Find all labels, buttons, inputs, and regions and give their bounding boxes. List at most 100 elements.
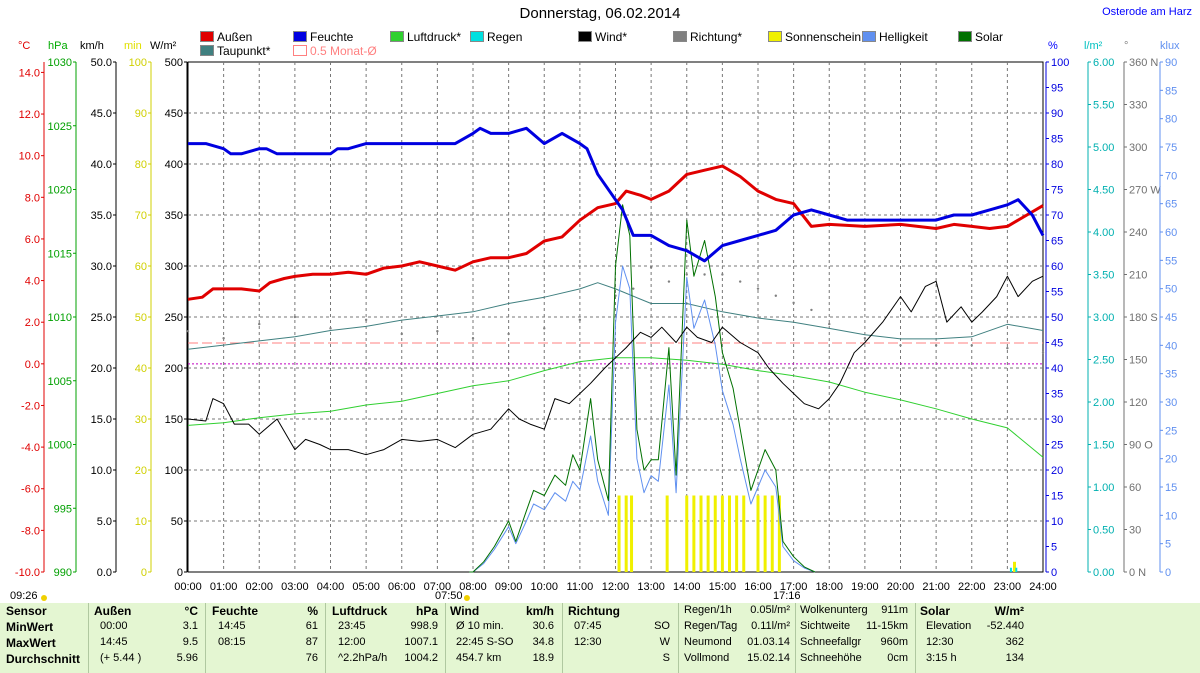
x-tick-label: 19:00 <box>851 581 879 593</box>
sunshine-bar <box>1013 561 1016 572</box>
tick-label-lux: 25 <box>1165 425 1177 437</box>
point-richtung <box>810 308 813 312</box>
legend-item[interactable]: Feuchte <box>293 30 353 44</box>
legend-swatch <box>293 31 307 42</box>
point-richtung <box>1006 346 1009 350</box>
tick-label-lux: 20 <box>1165 454 1177 466</box>
tick-label-lux: 80 <box>1165 114 1177 126</box>
summary-cell: 07:45 <box>574 620 602 632</box>
legend-item[interactable]: 0.5 Monat-Ø <box>293 44 377 58</box>
legend-item[interactable]: Helligkeit <box>862 30 928 44</box>
sunshine-bar <box>728 495 731 572</box>
summary-cell: Regen/Tag <box>684 620 738 632</box>
x-tick-label: 00:00 <box>174 581 202 593</box>
series-line-taupunkt <box>187 282 1044 350</box>
tick-label-rain: 5.50 <box>1093 100 1114 112</box>
tick-label-lux: 90 <box>1165 57 1177 69</box>
summary-cell: 14:45 <box>100 636 128 648</box>
legend-item[interactable]: Sonnenschein <box>768 30 861 44</box>
tick-label-humidity: 95 <box>1051 83 1063 95</box>
legend-item[interactable]: Wind* <box>578 30 627 44</box>
legend-item[interactable]: Regen <box>470 30 522 44</box>
point-richtung <box>828 322 831 326</box>
legend-label: Solar <box>975 30 1004 44</box>
tick-label-direction: 150 <box>1129 355 1147 367</box>
tick-label-rain: 1.50 <box>1093 440 1114 452</box>
sunshine-bar <box>777 495 781 572</box>
x-tick-label: 17:00 <box>780 581 808 593</box>
summary-cell: Richtung <box>568 604 620 618</box>
tick-label-pressure: 1000 <box>48 440 72 452</box>
tick-label-wind: 40.0 <box>91 159 112 171</box>
summary-cell: 18.9 <box>532 652 554 664</box>
tick-label-sun: 50 <box>135 312 147 324</box>
summary-cell: 134 <box>1005 652 1024 664</box>
tick-label-rain: 6.00 <box>1093 57 1114 69</box>
station-name[interactable]: Osterode am Harz <box>1102 6 1192 18</box>
point-richtung <box>436 329 439 333</box>
tick-label-solar: 50 <box>171 516 183 528</box>
tick-label-wind: 45.0 <box>91 108 112 120</box>
summary-cell: Ø 10 min. <box>456 620 504 632</box>
point-richtung <box>578 318 582 322</box>
tick-label-humidity: 55 <box>1051 287 1063 299</box>
tick-label-sun: 0 <box>141 567 147 579</box>
legend-item[interactable]: Außen <box>200 30 252 44</box>
legend-item[interactable]: Luftdruck* <box>390 30 461 44</box>
rain-bar <box>1015 567 1018 572</box>
series-line-auen <box>187 164 1044 301</box>
point-richtung <box>258 322 261 326</box>
tick-label-humidity: 30 <box>1051 414 1063 426</box>
legend-swatch <box>862 31 876 42</box>
tick-label-sun: 20 <box>135 465 147 477</box>
tick-label-humidity: 5 <box>1051 542 1057 554</box>
tick-label-humidity: 60 <box>1051 261 1063 273</box>
sunshine-bar <box>692 495 696 572</box>
tick-label-rain: 1.00 <box>1093 482 1114 494</box>
row-label-min: MinWert <box>6 620 54 634</box>
x-tick-label: 11:00 <box>567 581 594 593</box>
point-richtung <box>632 287 635 290</box>
tick-label-lux: 30 <box>1165 397 1177 409</box>
point-richtung <box>756 287 760 290</box>
x-tick-label: 08:00 <box>459 581 487 593</box>
legend-swatch <box>578 31 592 42</box>
tick-label-wind: 0.0 <box>97 567 112 579</box>
tick-label-humidity: 20 <box>1051 465 1063 477</box>
legend-item[interactable]: Solar <box>958 30 1003 44</box>
tick-label-solar: 150 <box>165 414 183 426</box>
tick-label-humidity: 75 <box>1051 185 1063 197</box>
tick-label-pressure: 1030 <box>48 57 72 69</box>
tick-label-solar: 500 <box>165 57 183 69</box>
sunrise-marker <box>463 595 470 601</box>
legend-item[interactable]: Taupunkt* <box>200 44 270 58</box>
rain-unit: l/m² <box>1084 40 1103 52</box>
series-line-solar <box>469 204 816 573</box>
tick-label-direction: 330 <box>1129 100 1147 112</box>
sunshine-bar <box>665 495 669 572</box>
tick-label-humidity: 40 <box>1051 363 1063 375</box>
summary-cell: Neumond <box>684 636 732 648</box>
rain-bar <box>1009 567 1012 572</box>
tick-label-humidity: 80 <box>1051 159 1063 171</box>
x-tick-label: 05:00 <box>352 581 380 593</box>
tick-label-direction: 60 <box>1129 482 1141 494</box>
tick-label-rain: 3.00 <box>1093 312 1114 324</box>
summary-cell: -52.440 <box>986 620 1024 632</box>
summary-cell: Regen/1h <box>684 604 732 616</box>
point-richtung <box>222 337 225 340</box>
summary-cell: ^2.2hPa/h <box>338 652 388 664</box>
sunshine-bar <box>770 495 774 572</box>
tick-label-temp: -10.0 <box>15 567 40 579</box>
tick-label-lux: 50 <box>1165 284 1177 296</box>
sunshine-bar <box>624 495 628 572</box>
tick-label-lux: 55 <box>1165 255 1177 267</box>
summary-cell: 362 <box>1005 636 1024 648</box>
sunshine-bar <box>699 495 703 572</box>
tick-label-lux: 60 <box>1165 227 1177 239</box>
point-richtung <box>703 273 706 276</box>
tick-label-wind: 30.0 <box>91 261 112 273</box>
legend-item[interactable]: Richtung* <box>673 30 742 44</box>
point-richtung <box>774 294 778 297</box>
tick-label-humidity: 10 <box>1051 516 1063 528</box>
